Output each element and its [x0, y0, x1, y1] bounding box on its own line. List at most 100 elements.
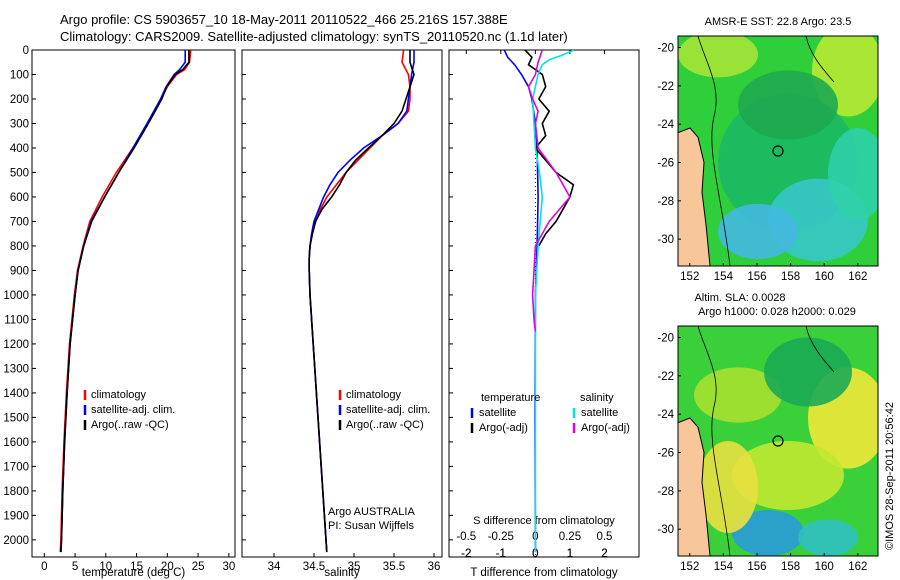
sla_map-ytick-label-4: -28: [657, 486, 674, 498]
depth-tick-label-9: 900: [10, 265, 29, 277]
depth-tick-label-14: 1400: [3, 388, 29, 400]
depth-tick-label-1: 100: [10, 69, 29, 81]
sst_map-patch-6: [738, 70, 838, 140]
difference-s-tick-label-3: 0.25: [559, 531, 581, 543]
difference-xtick-label-4: 2: [601, 548, 607, 560]
sla_map-xtick-label-3: 158: [781, 561, 800, 573]
temperature-legend-label-0: climatology: [91, 389, 147, 401]
sst_map-ytick-label-1: -22: [657, 81, 674, 93]
temperature-series-0-line: [59, 50, 192, 553]
salinity-xtick-label-0: 34: [268, 561, 281, 573]
sst_map-frame: [677, 35, 879, 267]
plot-title-line-2: Climatology: CARS2009. Satellite-adjuste…: [60, 29, 568, 44]
depth-tick-label-15: 1500: [3, 412, 29, 424]
temperature-xlabel: temperature (deg C): [82, 567, 186, 579]
temperature-xtick-label-5: 25: [192, 561, 205, 573]
difference-t-tick-label-1: -1: [496, 548, 506, 560]
difference-legend-label-1: Argo(-adj): [479, 422, 528, 434]
sst_map-xtick-label-0: 152: [680, 271, 699, 283]
temperature-legend-label-1: satellite-adj. clim.: [91, 404, 175, 416]
difference-legend-title-temperature: temperature: [481, 392, 540, 404]
sla_map-xtick-label-0: 152: [680, 561, 699, 573]
sst_map-land: [678, 127, 711, 266]
difference-series-2-line: [531, 50, 575, 553]
sla_map-frame: [677, 325, 879, 557]
sla_map-patch-4: [798, 519, 858, 556]
temperature-xtick-label-0: 0: [41, 561, 47, 573]
sst_map-field: [678, 36, 878, 266]
salinity-series-2-line: [308, 50, 415, 553]
difference-legend-label-2: satellite: [581, 407, 618, 419]
sst_map-xtick-label-4: 160: [815, 271, 834, 283]
sla_map-patch-5: [764, 337, 852, 407]
depth-tick-label-10: 1000: [3, 290, 29, 302]
sst_map-ytick-label-4: -28: [657, 196, 674, 208]
difference-legend-title-salinity: salinity: [580, 392, 614, 404]
salinity-xtick-label-2: 35: [348, 561, 361, 573]
depth-tick-label-2: 200: [10, 94, 29, 106]
sst_map-patch-4: [718, 203, 798, 260]
sst_map-patch-5: [828, 128, 878, 220]
sst_map-ytick-label-0: -20: [657, 43, 674, 55]
difference-xtick-label-3: 1: [567, 548, 573, 560]
sla_map-field: [678, 326, 878, 556]
difference-xtick-label-0: -2: [461, 548, 471, 560]
sst_map-xtick-label-2: 156: [747, 271, 766, 283]
difference-s-tick-label-4: 0.5: [596, 531, 612, 543]
salinity-xlabel: salinity: [324, 567, 359, 579]
depth-tick-label-18: 1800: [3, 486, 29, 498]
salinity-annotation-0: Argo AUSTRALIA: [328, 506, 415, 518]
difference-series-1-line: [524, 50, 575, 247]
difference-xtick-label-1: -1: [496, 548, 506, 560]
sla-map-title-line-2: Argo h1000: 0.028 h2000: 0.029: [698, 306, 856, 318]
depth-tick-label-5: 500: [10, 167, 29, 179]
sst_map-ytick-label-5: -30: [657, 234, 674, 246]
sla_map-ytick-label-2: -24: [657, 409, 674, 421]
depth-tick-label-13: 1300: [3, 363, 29, 375]
salinity-axes-frame: [241, 49, 443, 558]
difference-series-3-line: [527, 50, 571, 332]
difference-s-tick-label-0: -0.5: [456, 531, 476, 543]
depth-tick-label-0: 0: [23, 45, 29, 57]
sla_map-patch-6: [698, 441, 758, 533]
depth-tick-label-3: 300: [10, 118, 29, 130]
sla_map-ytick-label-3: -26: [657, 448, 674, 460]
difference-legend-label-3: Argo(-adj): [581, 422, 630, 434]
sla_map-ytick-label-5: -30: [657, 524, 674, 536]
sst_map-ytick-label-3: -26: [657, 158, 674, 170]
sla_map-patch-2: [732, 441, 844, 510]
temperature-xtick-label-3: 15: [130, 561, 143, 573]
sla_map-argo-marker: [772, 435, 784, 447]
sla_map-xtick-label-5: 162: [848, 561, 867, 573]
salinity-xtick-label-3: 35.5: [383, 561, 405, 573]
depth-tick-label-4: 400: [10, 143, 29, 155]
sla_map-reef-outline: [805, 326, 835, 373]
sla_map-ytick-label-0: -20: [657, 333, 674, 345]
difference-xtick-label-2: 0: [532, 548, 538, 560]
sst_map-xtick-label-1: 154: [714, 271, 734, 283]
difference-t-xlabel: T difference from climatology: [470, 567, 617, 579]
depth-tick-label-6: 600: [10, 192, 29, 204]
salinity-series-1-line: [308, 50, 415, 553]
plot-title-line-1: Argo profile: CS 5903657_10 18-May-2011 …: [60, 12, 508, 27]
sla_map-patch-1: [694, 367, 782, 423]
sst-map-title: AMSR-E SST: 22.8 Argo: 23.5: [705, 16, 852, 28]
sst_map-reef-outline: [805, 36, 835, 83]
sla_map-ytick-label-1: -22: [657, 371, 674, 383]
difference-legend-label-0: satellite: [479, 407, 516, 419]
salinity-legend-label-1: satellite-adj. clim.: [346, 404, 430, 416]
imos-stamp: ©IMOS 28-Sep-2011 20:56:42: [884, 402, 896, 550]
salinity-xtick-label-1: 34.5: [303, 561, 325, 573]
temperature-xtick-label-2: 10: [99, 561, 112, 573]
depth-tick-label-11: 1100: [4, 314, 29, 326]
difference-t-tick-label-2: 0: [532, 548, 538, 560]
sst_map-xtick-label-3: 158: [781, 271, 800, 283]
salinity-xtick-label-4: 36: [428, 561, 441, 573]
difference-axes-frame: [448, 49, 640, 558]
difference-s-xlabel: S difference from climatology: [473, 515, 615, 527]
temperature-series-1-line: [60, 50, 186, 553]
temperature-axes-frame: [31, 49, 236, 558]
difference-t-tick-label-0: -2: [461, 548, 471, 560]
depth-tick-label-17: 1700: [3, 461, 29, 473]
